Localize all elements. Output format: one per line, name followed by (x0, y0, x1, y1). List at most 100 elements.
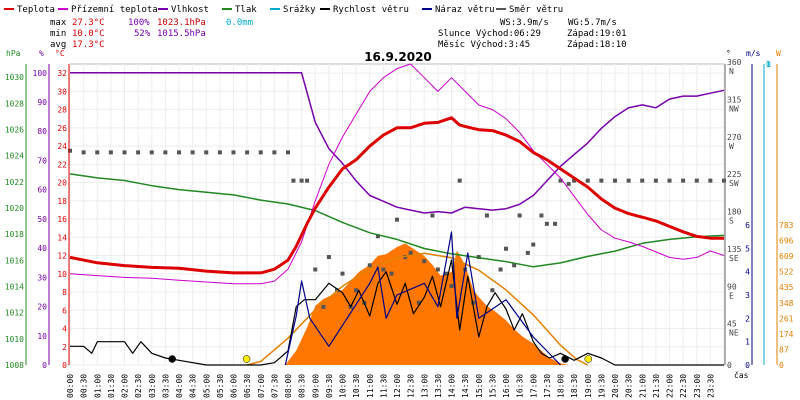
deg-compass-3: SE (729, 254, 739, 263)
ms-tick-2: 2 (745, 314, 750, 323)
solar-layer (285, 243, 569, 365)
legend-label-6: Náraz větru (435, 5, 495, 15)
x-tick-26: 13:00 (420, 374, 429, 398)
hpa-tick-5: 1018 (5, 230, 24, 239)
wind-dir-point-18 (299, 178, 304, 183)
wind-dir-point-10 (204, 150, 209, 155)
x-tick-33: 16:30 (516, 374, 525, 398)
w-tick-0: 0 (779, 361, 784, 370)
pct-tick-1: 10 (37, 332, 47, 341)
stat-max-hum: 100% (128, 18, 150, 28)
wind-dir-point-14 (258, 150, 263, 155)
wind-dir-point-16 (286, 150, 290, 155)
stat-min-temp: 10.0°C (72, 29, 105, 39)
legend-label-3: Tlak (235, 5, 257, 15)
degc-tick-14: 28 (57, 106, 67, 115)
deg-tick-0: 0 (727, 361, 732, 370)
wind-dir-point-47 (498, 267, 503, 272)
marker-sunset (584, 355, 593, 363)
degc-tick-12: 24 (57, 142, 67, 151)
x-tick-19: 09:30 (325, 374, 334, 398)
stat-avg-temp: 17.3°C (72, 40, 105, 50)
legend: Teplota Přízemní teplota Vlhkost Tlak Srážky… (4, 5, 563, 15)
wind-dir-point-5 (136, 150, 141, 155)
x-tick-41: 20:30 (625, 374, 634, 398)
wind-dir-point-26 (354, 288, 359, 293)
deg-tick-8: 360 (727, 58, 742, 67)
legend-label-7: Směr větru (509, 5, 563, 15)
w-tick-8: 696 (779, 237, 794, 246)
deg-tick-7: 315 (727, 95, 742, 104)
x-tick-7: 03:30 (161, 374, 170, 398)
degc-header: °C (55, 49, 65, 58)
pct-tick-7: 70 (37, 156, 47, 165)
x-tick-14: 07:00 (257, 374, 266, 398)
deg-tick-4: 180 (727, 208, 742, 217)
x-tick-44: 22:00 (666, 374, 675, 398)
deg-compass-8: N (729, 67, 734, 76)
series-line-hum (70, 72, 725, 214)
deg-tick-1: 45 (727, 320, 737, 329)
wind-dir-point-53 (539, 213, 544, 218)
pct-tick-4: 40 (37, 244, 47, 253)
wind-dir-point-11 (217, 150, 222, 155)
deg-compass-1: NE (729, 329, 739, 338)
wind-dir-point-63 (640, 178, 645, 183)
wind-dir-point-30 (381, 267, 386, 272)
wind-dir-point-36 (422, 259, 427, 264)
x-tick-38: 19:00 (584, 374, 593, 398)
x-tick-1: 00:30 (80, 374, 89, 398)
ms-tick-1: 1 (745, 338, 750, 347)
hpa-tick-8: 1024 (5, 152, 24, 161)
wind-dir-point-40 (449, 284, 454, 289)
sun-info: Slunce Východ:06:29 (438, 29, 541, 39)
x-tick-43: 21:30 (652, 374, 661, 398)
x-tick-45: 22:30 (679, 374, 688, 398)
wind-dir-point-13 (245, 150, 250, 155)
x-tick-17: 08:30 (298, 374, 307, 398)
pct-tick-6: 60 (37, 186, 47, 195)
wind-dir-point-67 (694, 178, 699, 183)
degc-tick-11: 22 (57, 160, 67, 169)
wind-dir-point-65 (667, 178, 672, 183)
pct-tick-8: 80 (37, 127, 47, 136)
wind-dir-point-22 (326, 255, 331, 260)
wind-speed-avg: WS:3.9m/s (500, 18, 549, 28)
wind-dir-point-32 (395, 217, 399, 222)
wind-dir-point-24 (340, 271, 345, 276)
wind-dir-point-1 (81, 150, 86, 155)
marker-moonrise (168, 355, 176, 363)
x-tick-29: 14:30 (461, 374, 470, 398)
wind-dir-point-6 (149, 150, 154, 155)
wind-dir-point-60 (599, 178, 604, 183)
moon-set: Západ:18:10 (567, 40, 627, 50)
x-tick-25: 12:30 (407, 374, 416, 398)
wind-dir-point-59 (585, 178, 590, 183)
x-tick-0: 00:00 (66, 374, 75, 398)
wind-dir-point-2 (95, 150, 100, 155)
hpa-tick-10: 1028 (5, 99, 24, 108)
wind-dir-point-34 (408, 250, 413, 255)
degc-tick-5: 10 (57, 270, 67, 279)
wind-dir-point-19 (305, 178, 310, 183)
degc-tick-15: 30 (57, 87, 67, 96)
wind-dir-point-31 (389, 271, 394, 276)
wind-dir-point-8 (177, 150, 181, 155)
legend-label-4: Srážky (283, 5, 316, 15)
degc-tick-4: 8 (62, 288, 67, 297)
w-header: W (776, 49, 781, 58)
degc-tick-16: 32 (57, 69, 67, 78)
ms-header: m/s (746, 49, 761, 58)
hpa-tick-7: 1022 (5, 178, 24, 187)
pct-tick-2: 20 (37, 303, 47, 312)
wind-dir-point-62 (626, 178, 631, 183)
x-tick-34: 17:00 (529, 374, 538, 398)
cas-header: čas (734, 370, 749, 380)
series-layer (69, 63, 725, 366)
wind-dir-point-50 (517, 213, 522, 218)
series-line-wind (70, 259, 724, 366)
w-tick-4: 348 (779, 299, 794, 308)
deg-compass-7: NW (729, 104, 739, 113)
series-line-temp (69, 116, 724, 275)
deg-compass-2: E (729, 291, 734, 300)
